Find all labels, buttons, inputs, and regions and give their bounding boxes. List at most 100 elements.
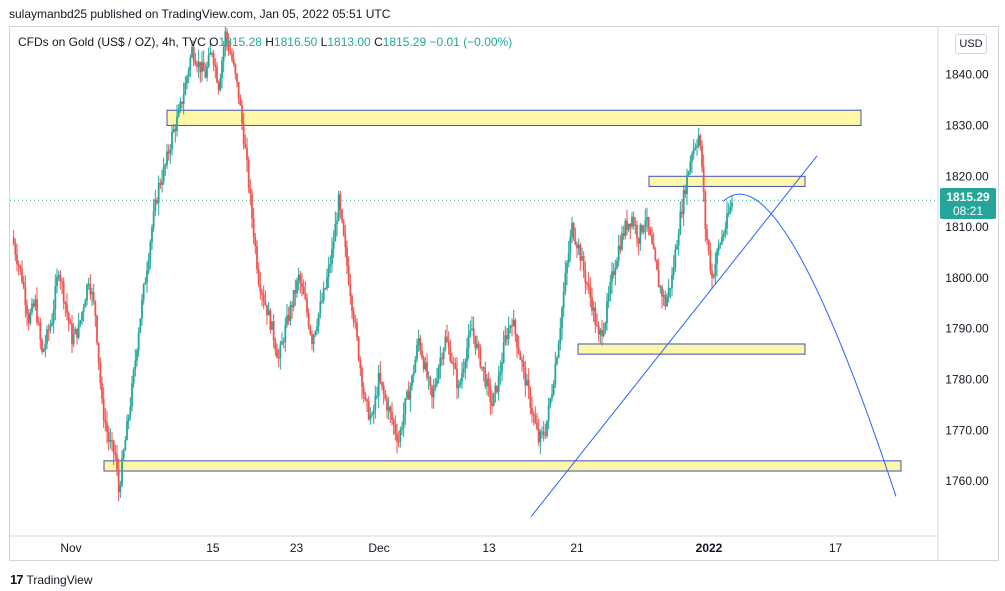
candle-body	[729, 206, 732, 214]
candle-body	[322, 288, 325, 301]
candle-body	[362, 387, 365, 395]
candle-body	[649, 229, 652, 235]
candle-body	[546, 420, 548, 436]
candle-body	[336, 220, 338, 224]
candle-body	[271, 321, 273, 330]
candle-body	[64, 301, 67, 305]
candle-body	[507, 327, 510, 340]
candle-body	[602, 330, 605, 337]
candle-body	[214, 64, 217, 67]
candle-body	[366, 399, 368, 402]
candle-body	[534, 415, 537, 423]
candle-body	[354, 321, 357, 323]
candle-body	[432, 388, 435, 398]
candle-body	[532, 413, 535, 416]
candle-body	[504, 335, 507, 343]
candle-body	[476, 343, 478, 348]
candle-body	[386, 398, 388, 411]
support-resistance-zone	[103, 460, 902, 472]
currency-button[interactable]: USD	[955, 34, 987, 54]
candle-body	[487, 378, 490, 387]
chart-frame	[9, 26, 999, 561]
candle-body	[346, 247, 348, 266]
candle-body	[707, 239, 710, 251]
candle-body	[221, 60, 223, 79]
candle-body	[726, 213, 728, 229]
candle-body	[217, 82, 220, 91]
candle-body	[146, 270, 148, 283]
candle-body	[212, 53, 215, 65]
candle-body	[31, 303, 33, 313]
candle-body	[204, 71, 207, 78]
candle-body	[622, 233, 625, 236]
candle-body	[447, 341, 450, 348]
candle-body	[721, 236, 723, 244]
candle-body	[397, 441, 400, 443]
candle-body	[229, 50, 232, 54]
candle-body	[77, 323, 80, 338]
candle-body	[236, 73, 238, 83]
candle-body	[224, 31, 227, 48]
candle-body	[26, 305, 28, 315]
candle-body	[491, 402, 493, 407]
candle-body	[107, 432, 110, 442]
candle-body	[629, 223, 632, 227]
candle-body	[334, 223, 337, 242]
candle-body	[129, 406, 132, 417]
candle-body	[661, 286, 663, 297]
candle-body	[132, 369, 135, 384]
candle-body	[347, 265, 350, 285]
candle-body	[614, 268, 617, 276]
candle-body	[544, 434, 547, 436]
candle-body	[184, 83, 187, 95]
candle-body	[287, 315, 290, 321]
candle-body	[702, 167, 705, 192]
candle-body	[616, 260, 618, 269]
candle-body	[531, 407, 533, 414]
tradingview-brand: TradingView	[26, 572, 93, 587]
candle-body	[612, 271, 615, 276]
candle-body	[126, 420, 128, 441]
candle-body	[669, 287, 672, 289]
candle-body	[206, 66, 208, 78]
candle-body	[351, 296, 353, 311]
candle-body	[291, 305, 293, 308]
candle-body	[634, 224, 637, 226]
tradingview-logo[interactable]: 17 TradingView	[10, 572, 93, 587]
candle-body	[37, 322, 40, 324]
candle-body	[682, 190, 685, 215]
candle-body	[161, 181, 163, 185]
candle-body	[196, 64, 198, 67]
candle-body	[96, 315, 98, 343]
candle-body	[576, 244, 578, 249]
candle-body	[716, 250, 718, 264]
candle-body	[624, 220, 627, 236]
candle-body	[459, 381, 462, 385]
candle-body	[402, 414, 405, 428]
candle-body	[109, 439, 112, 442]
candle-body	[316, 326, 318, 332]
candle-body	[304, 294, 307, 299]
y-tick-label: 1840.00	[945, 68, 989, 82]
candle-body	[681, 211, 683, 215]
time-axis: Nov 15 23 Dec 13 21 2022 17	[60, 541, 842, 555]
candle-body	[654, 249, 657, 261]
candle-body	[62, 281, 65, 302]
candle-body	[152, 211, 155, 228]
candle-body	[467, 334, 470, 349]
x-tick-label: 13	[482, 541, 496, 555]
candle-body	[349, 284, 352, 297]
candle-body	[517, 347, 520, 353]
x-tick-label: Dec	[368, 541, 389, 555]
candle-body	[327, 265, 330, 278]
candle-body	[539, 431, 542, 443]
candle-body	[286, 315, 288, 325]
y-tick-label: 1770.00	[945, 423, 989, 437]
candle-body	[39, 322, 42, 340]
candle-body	[651, 234, 653, 244]
candle-body	[61, 280, 63, 282]
candle-body	[466, 348, 468, 362]
candle-body	[679, 211, 682, 235]
candle-body	[632, 216, 635, 226]
